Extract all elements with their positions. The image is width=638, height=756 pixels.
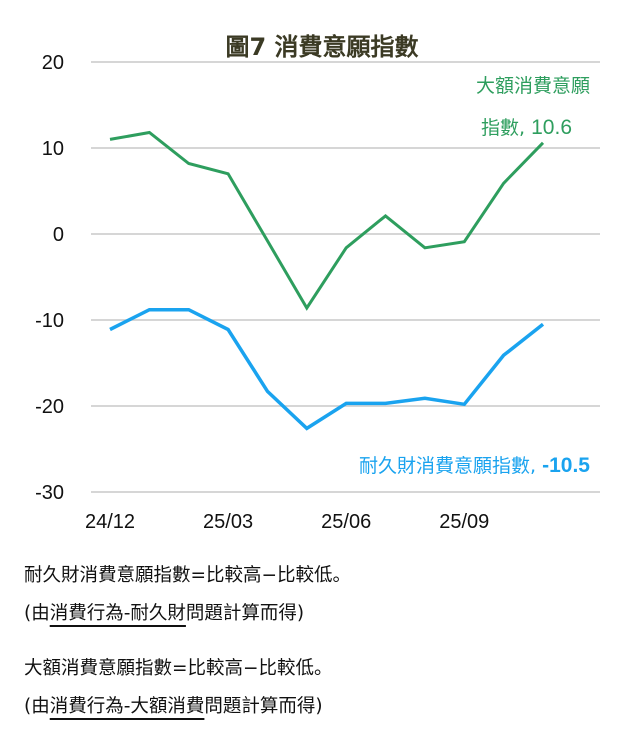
line-chart: 圖7 消費意願指數 20 10 0 -10 -20 -30 24/12 25/03 25/06… [35,33,600,533]
durable-series-value: -10.5 [542,454,590,477]
y-tick-label: -10 [35,310,64,332]
major-series-label-line1: 大額消費意願 [476,75,590,97]
major-series-label-text: 指數, [481,117,531,139]
x-tick-label: 25/09 [439,511,489,533]
durable-source: (由消費行為-耐久財問題計算而得) [24,595,351,633]
durable-source-underlined: 消費行為-耐久財 [49,603,186,624]
x-tick-label: 25/06 [321,511,371,533]
chart-title: 圖7 消費意願指數 [225,33,418,61]
y-tick-label: 10 [42,138,64,160]
major-consumption-line [109,130,545,311]
major-index-note: 大額消費意願指數=比較高−比較低。 (由消費行為-大額消費問題計算而得) [24,650,333,726]
major-formula: 大額消費意願指數=比較高−比較低。 [24,658,333,679]
durable-goods-line [109,307,545,431]
durable-series-label: 耐久財消費意願指數, -10.5 [359,454,590,477]
gridlines [91,61,600,493]
y-tick-label: -20 [35,396,64,418]
major-source-pre: (由 [24,696,50,717]
series-lines [109,130,545,431]
x-axis-ticks: 24/12 25/03 25/06 25/09 [85,511,489,533]
major-source: (由消費行為-大額消費問題計算而得) [24,688,333,726]
durable-formula: 耐久財消費意願指數=比較高−比較低。 [24,565,352,586]
durable-source-post: 問題計算而得) [185,603,305,624]
major-series-value: 10.6 [531,116,572,139]
durable-source-pre: (由 [24,603,50,624]
y-tick-label: 20 [42,52,64,74]
durable-index-note: 耐久財消費意願指數=比較高−比較低。 (由消費行為-耐久財問題計算而得) [24,557,351,633]
x-tick-label: 25/03 [203,511,253,533]
major-source-underlined: 消費行為-大額消費 [49,696,205,717]
y-tick-label: 0 [53,224,64,246]
major-series-label-line2: 指數, 10.6 [481,116,572,139]
major-source-post: 問題計算而得) [204,696,323,717]
y-tick-label: -30 [35,482,64,504]
durable-series-label-text: 耐久財消費意願指數, [359,455,542,477]
y-axis-ticks: 20 10 0 -10 -20 -30 [35,52,64,504]
x-tick-label: 24/12 [85,511,135,533]
